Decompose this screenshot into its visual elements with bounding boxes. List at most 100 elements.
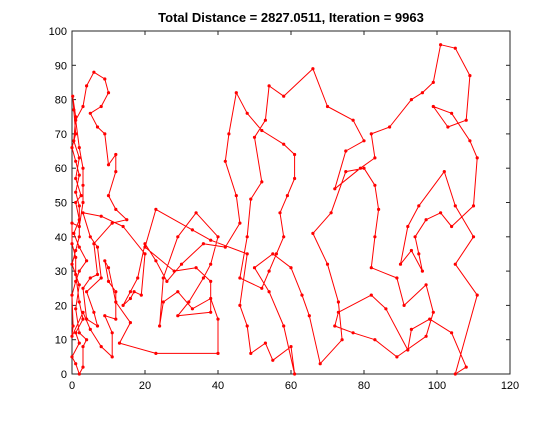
city-point — [194, 211, 198, 215]
city-point — [223, 159, 227, 163]
city-point — [161, 300, 165, 304]
city-point — [395, 276, 399, 280]
city-point — [139, 293, 143, 297]
city-point — [413, 235, 417, 239]
city-point — [77, 146, 81, 150]
city-point — [77, 204, 81, 208]
city-point — [267, 269, 271, 273]
city-point — [85, 259, 89, 263]
city-point — [282, 142, 286, 146]
y-tick-label: 10 — [55, 335, 67, 347]
city-point — [74, 272, 78, 277]
city-point — [172, 269, 176, 273]
city-point — [77, 341, 81, 345]
city-point — [289, 345, 293, 349]
city-point — [439, 43, 443, 47]
city-point — [325, 104, 330, 109]
city-point — [282, 324, 286, 328]
city-point — [369, 293, 373, 297]
city-point — [271, 252, 275, 256]
city-point — [74, 159, 78, 163]
city-point — [450, 224, 454, 229]
city-point — [81, 211, 85, 215]
city-point — [388, 125, 392, 129]
city-point — [125, 218, 129, 222]
y-tick-label: 30 — [55, 266, 67, 278]
city-point — [128, 296, 132, 301]
city-point — [344, 170, 348, 174]
city-point — [74, 132, 78, 136]
city-point — [238, 221, 242, 225]
city-point — [81, 286, 85, 290]
city-point — [103, 77, 107, 81]
city-point — [143, 245, 147, 249]
city-point — [252, 266, 257, 270]
city-point — [245, 111, 249, 115]
city-point — [88, 111, 92, 115]
city-point — [282, 94, 286, 98]
city-point — [336, 310, 340, 314]
city-point — [373, 338, 377, 342]
city-point — [103, 132, 107, 136]
city-point — [307, 314, 311, 318]
city-point — [369, 132, 373, 136]
city-point — [325, 262, 330, 266]
city-point — [271, 358, 275, 362]
city-point — [143, 242, 147, 246]
city-point — [77, 300, 81, 304]
city-point — [409, 248, 413, 253]
axis-ticks: 0 20 40 60 80 100 120 0 10 20 30 40 50 60 70 80 90 100 — [49, 26, 520, 392]
city-point — [85, 317, 89, 321]
city-point — [88, 235, 92, 239]
city-point — [475, 156, 479, 160]
city-point — [344, 149, 348, 153]
city-point — [81, 200, 85, 205]
city-point — [99, 214, 103, 218]
city-point — [74, 307, 78, 311]
city-point — [293, 176, 297, 181]
city-point — [223, 245, 227, 249]
city-point — [282, 235, 286, 239]
city-point — [77, 283, 81, 287]
city-point — [428, 317, 432, 321]
city-point — [161, 276, 165, 280]
city-point — [377, 207, 381, 211]
city-point — [70, 146, 74, 150]
city-point — [114, 300, 118, 304]
city-point — [249, 197, 253, 201]
y-tick-label: 90 — [55, 60, 67, 72]
y-tick-label: 70 — [55, 129, 67, 141]
city-point — [409, 98, 413, 102]
city-point — [471, 235, 476, 239]
city-point — [267, 84, 271, 88]
city-point — [74, 362, 78, 366]
city-point — [85, 84, 89, 88]
city-point — [340, 338, 344, 342]
city-point — [362, 139, 366, 143]
city-point — [92, 310, 96, 314]
city-point — [278, 211, 282, 215]
city-point — [99, 104, 103, 109]
city-point — [311, 231, 315, 235]
city-point — [373, 156, 377, 160]
city-point — [439, 211, 443, 215]
city-point — [77, 372, 81, 376]
city-point — [398, 262, 403, 266]
city-point — [81, 183, 85, 187]
city-point — [136, 276, 140, 280]
city-point — [143, 252, 147, 256]
city-point — [110, 331, 114, 335]
city-point — [406, 224, 410, 229]
city-point — [431, 310, 435, 314]
city-point — [114, 290, 118, 294]
city-point — [252, 135, 257, 139]
city-point — [424, 283, 428, 287]
city-point — [70, 334, 74, 338]
city-point — [369, 266, 373, 270]
city-point — [300, 293, 304, 297]
city-point — [420, 269, 424, 273]
city-point — [464, 118, 468, 122]
city-point — [103, 259, 107, 263]
city-point — [72, 108, 76, 112]
